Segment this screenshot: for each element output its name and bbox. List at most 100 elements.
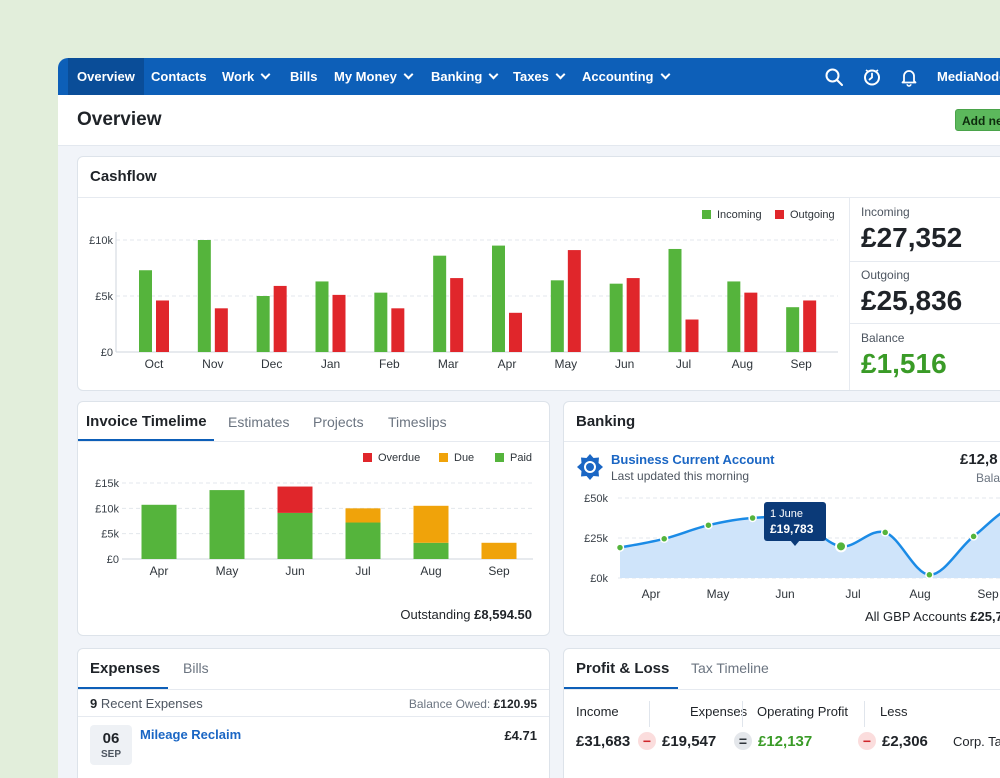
x-tick-label: May bbox=[707, 587, 730, 601]
bar-paid bbox=[277, 512, 313, 559]
cashflow-chart: £0 £5k £10k Oct Nov Dec Jan Feb Mar Apr May Jun Jul A… bbox=[89, 232, 838, 371]
tab-profit-loss[interactable]: Profit & Loss bbox=[576, 660, 670, 677]
nav-contacts[interactable]: Contacts bbox=[151, 69, 207, 84]
banking-footer: All GBP Accounts £25,7 bbox=[865, 609, 1000, 624]
footer-label: All GBP Accounts bbox=[865, 609, 967, 624]
data-point bbox=[969, 532, 978, 541]
nav-my-money[interactable]: My Money bbox=[334, 58, 414, 95]
bar-incoming bbox=[433, 255, 447, 352]
minus-operator-icon: − bbox=[858, 732, 876, 750]
tab-projects[interactable]: Projects bbox=[313, 414, 364, 430]
nav-bills[interactable]: Bills bbox=[290, 69, 318, 84]
bar-outgoing bbox=[391, 308, 405, 352]
x-tick-label: Sep bbox=[790, 357, 812, 371]
tab-bills[interactable]: Bills bbox=[183, 660, 209, 676]
chevron-down-icon bbox=[403, 69, 414, 80]
app-window: Overview Contacts Work Bills My Money Ba… bbox=[58, 58, 1000, 778]
pnl-col-less: Less bbox=[880, 704, 908, 719]
y-tick-label: £0 bbox=[107, 554, 119, 566]
tab-invoice-timeline[interactable]: Invoice Timelime bbox=[86, 413, 207, 430]
footer-value: £25,7 bbox=[970, 609, 1000, 624]
legend-incoming: Incoming bbox=[702, 209, 762, 221]
x-tick-label: May bbox=[216, 564, 239, 578]
x-tick-label: Mar bbox=[438, 357, 459, 371]
y-tick-label: £25k bbox=[584, 533, 608, 545]
x-tick-label: Sep bbox=[977, 587, 999, 601]
outstanding-label: Outstanding bbox=[400, 607, 471, 622]
x-tick-label: Feb bbox=[379, 357, 400, 371]
nav-work[interactable]: Work bbox=[222, 58, 271, 95]
divider bbox=[78, 689, 549, 690]
data-point bbox=[659, 534, 669, 544]
user-menu[interactable]: MediaNode bbox=[937, 69, 1000, 84]
x-tick-label: Jan bbox=[321, 357, 340, 371]
incoming-label: Incoming bbox=[861, 205, 910, 219]
add-new-button[interactable]: Add ne bbox=[955, 109, 1000, 131]
search-icon[interactable] bbox=[824, 67, 844, 87]
tooltip-value: £19,783 bbox=[770, 522, 814, 536]
bar-paid bbox=[413, 542, 449, 559]
clock-icon[interactable] bbox=[862, 67, 882, 87]
balance-label: Balance bbox=[861, 331, 905, 345]
expense-amount: £4.71 bbox=[504, 728, 537, 743]
equals-operator-icon: = bbox=[734, 732, 752, 750]
expense-title-link[interactable]: Mileage Reclaim bbox=[140, 727, 242, 742]
divider bbox=[849, 261, 1000, 262]
legend-swatch bbox=[775, 210, 784, 219]
pnl-profit-value: £12,137 bbox=[758, 733, 813, 750]
nav-overview[interactable]: Overview bbox=[68, 58, 144, 95]
account-name-link[interactable]: Business Current Account bbox=[611, 452, 775, 467]
bank-logo-icon bbox=[577, 454, 603, 480]
tab-estimates[interactable]: Estimates bbox=[228, 414, 290, 430]
y-tick-label: £5k bbox=[101, 529, 119, 541]
divider bbox=[742, 701, 743, 727]
data-point bbox=[880, 528, 890, 537]
x-tick-label: Jun bbox=[285, 564, 304, 578]
bar-incoming bbox=[139, 270, 152, 352]
page-title: Overview bbox=[77, 109, 162, 130]
tooltip-date: 1 June bbox=[770, 508, 804, 520]
account-balance-sub: Balan bbox=[976, 471, 1000, 485]
divider bbox=[78, 716, 549, 717]
x-tick-label: Jul bbox=[355, 564, 370, 578]
x-tick-label: Jun bbox=[775, 587, 794, 601]
chevron-down-icon bbox=[555, 69, 566, 80]
y-tick-label: £10k bbox=[89, 235, 113, 247]
balance-owed: Balance Owed: £120.95 bbox=[408, 697, 537, 711]
nav-accounting[interactable]: Accounting bbox=[582, 58, 670, 95]
last-updated: Last updated this morning bbox=[611, 469, 750, 483]
data-point bbox=[835, 540, 847, 553]
cashflow-card: Cashflow Incoming Outgoing £0 £5k £10k Oct N… bbox=[77, 156, 1000, 391]
legend-due: Due bbox=[439, 452, 474, 464]
divider bbox=[849, 323, 1000, 324]
outgoing-value: £25,836 bbox=[861, 285, 963, 316]
legend-swatch bbox=[363, 453, 372, 462]
bar-incoming bbox=[374, 292, 388, 352]
legend-swatch bbox=[439, 453, 448, 462]
bar-outgoing bbox=[214, 308, 228, 352]
x-tick-label: Sep bbox=[488, 564, 510, 578]
banking-title: Banking bbox=[576, 413, 636, 430]
tab-tax-timeline[interactable]: Tax Timeline bbox=[691, 660, 769, 676]
expenses-card: Expenses Bills 9 Recent Expenses Balance… bbox=[77, 648, 550, 778]
nav-banking[interactable]: Banking bbox=[431, 58, 499, 95]
bar-incoming bbox=[492, 245, 505, 352]
x-tick-label: Apr bbox=[642, 587, 661, 601]
x-tick-label: Dec bbox=[261, 357, 282, 371]
bar-paid bbox=[209, 490, 245, 559]
data-point bbox=[704, 520, 713, 530]
nav-taxes[interactable]: Taxes bbox=[513, 58, 566, 95]
active-tab-indicator bbox=[564, 687, 678, 689]
y-tick-label: £15k bbox=[95, 478, 119, 490]
bar-outgoing bbox=[450, 278, 464, 352]
divider bbox=[564, 441, 1000, 442]
x-tick-label: Oct bbox=[145, 357, 164, 371]
bar-overdue bbox=[277, 486, 313, 513]
bell-icon[interactable] bbox=[899, 67, 919, 87]
tab-timeslips[interactable]: Timeslips bbox=[388, 414, 447, 430]
outgoing-label: Outgoing bbox=[861, 268, 910, 282]
bar-incoming bbox=[786, 307, 800, 352]
tab-expenses[interactable]: Expenses bbox=[90, 660, 161, 677]
top-nav: Overview Contacts Work Bills My Money Ba… bbox=[58, 58, 1000, 95]
x-tick-label: Aug bbox=[732, 357, 753, 371]
